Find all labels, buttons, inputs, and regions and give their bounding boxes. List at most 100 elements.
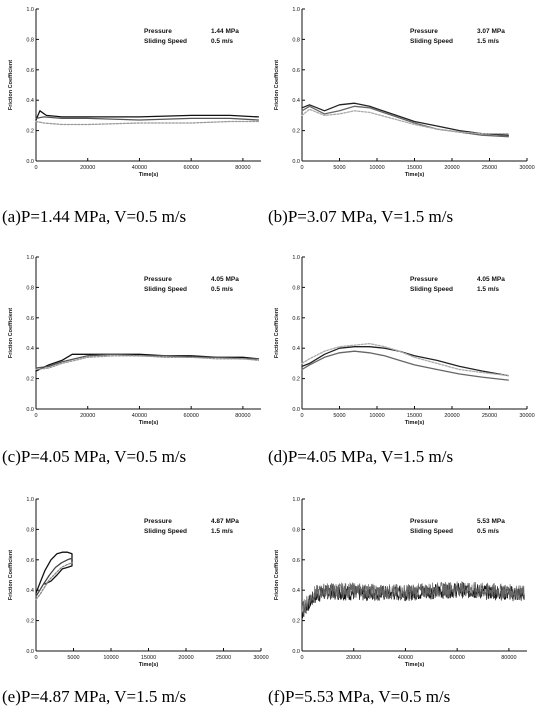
annotation-value: 1.5 m/s <box>477 38 499 45</box>
x-tick-label: 0 <box>300 655 303 661</box>
y-tick-label: 0.0 <box>26 159 34 165</box>
x-tick-label: 10000 <box>103 655 118 661</box>
annotation-label: Sliding Speed <box>144 528 187 535</box>
y-tick-label: 0.4 <box>26 98 34 104</box>
y-tick-label: 0.2 <box>26 619 34 625</box>
y-tick-label: 0.6 <box>292 316 300 322</box>
y-tick-label: 0.8 <box>292 285 300 291</box>
series-line-2 <box>35 562 73 600</box>
y-tick-label: 0.4 <box>26 346 34 352</box>
annotation-value: 5.53 MPa <box>477 518 505 525</box>
y-tick-label: 1.0 <box>292 497 300 503</box>
annotation-value: 4.05 MPa <box>211 276 239 283</box>
chart-panel-2: 0.0 0.2 0.4 0.6 0.8 1.0 0 20000 40000 60000 80000 T… <box>2 255 261 466</box>
x-tick-label: 10000 <box>369 413 384 419</box>
panel-caption: (e)P=4.87 MPa, V=1.5 m/s <box>2 687 186 706</box>
x-tick-label: 20000 <box>80 413 95 419</box>
panel-caption: (c)P=4.05 MPa, V=0.5 m/s <box>2 447 186 466</box>
x-tick-label: 20000 <box>444 413 459 419</box>
x-tick-label: 20000 <box>80 165 95 171</box>
x-tick-label: 20000 <box>444 165 459 171</box>
annotation-value: 1.5 m/s <box>477 286 499 293</box>
x-tick-label: 0 <box>34 165 37 171</box>
x-tick-label: 0 <box>34 413 37 419</box>
series-line-1 <box>301 581 525 616</box>
y-tick-label: 0.4 <box>26 588 34 594</box>
annotation-value: 3.07 MPa <box>477 28 505 35</box>
x-tick-label: 80000 <box>235 165 250 171</box>
y-axis-label: Friction Coefficient <box>8 60 14 110</box>
x-tick-label: 60000 <box>184 413 199 419</box>
series-line-0 <box>301 102 509 136</box>
y-axis-label: Friction Coefficient <box>8 308 14 358</box>
annotation-value: 1.5 m/s <box>211 528 233 535</box>
panel-caption: (a)P=1.44 MPa, V=0.5 m/s <box>2 207 186 226</box>
series-line-0 <box>35 110 260 121</box>
y-tick-label: 0.0 <box>292 407 300 413</box>
y-tick-label: 0.2 <box>292 619 300 625</box>
y-tick-label: 0.8 <box>26 37 34 43</box>
x-tick-label: 0 <box>34 655 37 661</box>
y-tick-label: 0.6 <box>26 68 34 74</box>
series-line-2 <box>35 120 260 126</box>
y-tick-label: 0.8 <box>292 527 300 533</box>
y-tick-label: 1.0 <box>26 255 34 261</box>
x-axis-label: Time(s) <box>405 420 425 426</box>
x-tick-label: 5000 <box>333 413 345 419</box>
x-tick-label: 25000 <box>482 165 497 171</box>
y-tick-label: 0.2 <box>26 377 34 383</box>
y-tick-label: 0.6 <box>26 558 34 564</box>
x-tick-label: 60000 <box>450 655 465 661</box>
y-tick-label: 0.4 <box>292 346 300 352</box>
x-axis-label: Time(s) <box>139 172 159 178</box>
x-axis-label: Time(s) <box>139 420 159 426</box>
x-tick-label: 5000 <box>333 165 345 171</box>
y-tick-label: 0.0 <box>26 649 34 655</box>
x-tick-label: 80000 <box>501 655 516 661</box>
annotation-label: Sliding Speed <box>144 38 187 45</box>
panel-caption: (b)P=3.07 MPa, V=1.5 m/s <box>268 207 453 226</box>
y-tick-label: 0.2 <box>292 129 300 135</box>
series-line-2 <box>35 355 260 371</box>
panel-caption: (d)P=4.05 MPa, V=1.5 m/s <box>268 447 453 466</box>
annotation-value: 0.5 m/s <box>477 528 499 535</box>
series-line-1 <box>301 350 509 381</box>
x-tick-label: 15000 <box>407 413 422 419</box>
series-line-1 <box>35 116 260 121</box>
annotation-label: Sliding Speed <box>410 528 453 535</box>
x-tick-label: 40000 <box>132 413 147 419</box>
panel-caption: (f)P=5.53 MPa, V=0.5 m/s <box>268 687 450 706</box>
x-tick-label: 20000 <box>346 655 361 661</box>
x-tick-label: 60000 <box>184 165 199 171</box>
x-tick-label: 5000 <box>67 655 79 661</box>
x-tick-label: 15000 <box>407 165 422 171</box>
x-tick-label: 30000 <box>519 165 534 171</box>
y-tick-label: 0.0 <box>292 649 300 655</box>
y-tick-label: 1.0 <box>26 497 34 503</box>
series-line-1 <box>301 105 509 138</box>
x-tick-label: 40000 <box>398 655 413 661</box>
y-tick-label: 0.2 <box>292 377 300 383</box>
annotation-value: 4.87 MPa <box>211 518 239 525</box>
series-line-2 <box>301 108 509 135</box>
x-tick-label: 40000 <box>132 165 147 171</box>
y-tick-label: 0.8 <box>292 37 300 43</box>
x-axis-label: Time(s) <box>139 662 159 668</box>
annotation-label: Pressure <box>410 518 438 525</box>
y-tick-label: 0.0 <box>26 407 34 413</box>
y-tick-label: 0.6 <box>292 558 300 564</box>
chart-panel-0: 0.0 0.2 0.4 0.6 0.8 1.0 0 20000 40000 60000 80000 T… <box>2 7 261 226</box>
annotation-label: Pressure <box>144 28 172 35</box>
y-tick-label: 1.0 <box>292 7 300 13</box>
annotation-value: 0.5 m/s <box>211 286 233 293</box>
x-axis-label: Time(s) <box>405 172 425 178</box>
y-tick-label: 0.8 <box>26 527 34 533</box>
x-tick-label: 0 <box>300 413 303 419</box>
x-tick-label: 20000 <box>178 655 193 661</box>
y-tick-label: 0.8 <box>26 285 34 291</box>
y-tick-label: 1.0 <box>292 255 300 261</box>
annotation-label: Pressure <box>144 276 172 283</box>
chart-panel-4: 0.0 0.2 0.4 0.6 0.8 1.0 0 5000 10000 15000 20000 25… <box>2 497 269 706</box>
x-tick-label: 10000 <box>369 165 384 171</box>
series-line-1 <box>35 557 73 597</box>
